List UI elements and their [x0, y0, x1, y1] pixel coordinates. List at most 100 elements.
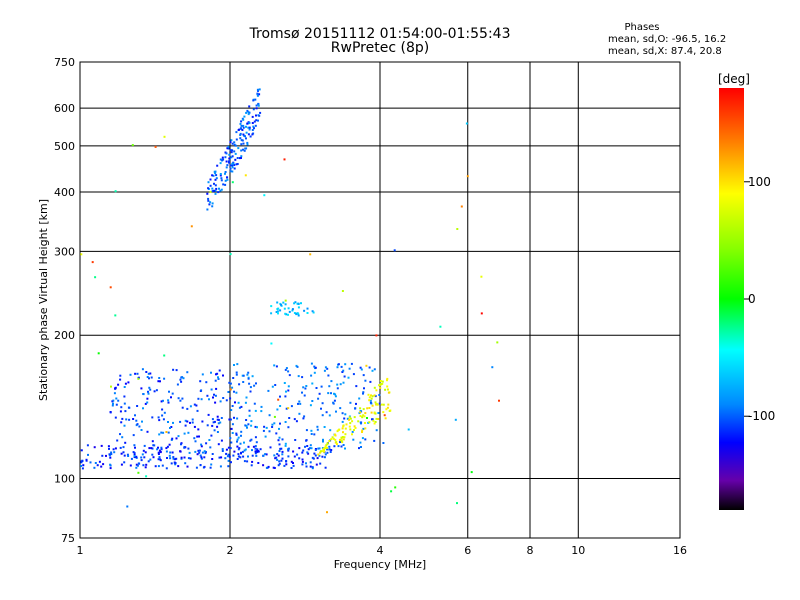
scatter-point [324, 445, 327, 448]
scatter-point [214, 401, 217, 404]
scatter-point [211, 190, 214, 193]
scatter-point [374, 395, 377, 398]
scatter-point [277, 464, 280, 467]
scatter-point [228, 418, 231, 421]
scatter-point [245, 111, 248, 114]
scatter-point [191, 418, 194, 421]
scatter-point [242, 142, 245, 145]
scatter-point [326, 511, 328, 514]
scatter-point [234, 158, 237, 161]
scatter-point [226, 178, 229, 181]
scatter-point [176, 383, 179, 386]
scatter-point [360, 446, 362, 448]
scatter-point [214, 394, 217, 397]
scatter-point [352, 373, 355, 376]
scatter-point [318, 447, 321, 450]
scatter-point [213, 189, 216, 192]
scatter-point [232, 162, 235, 165]
scatter-point [213, 393, 215, 396]
scatter-point [234, 401, 236, 404]
scatter-point [369, 399, 372, 402]
scatter-point [152, 456, 155, 459]
scatter-point [137, 471, 140, 474]
scatter-point [212, 174, 215, 177]
scatter-point [123, 395, 126, 398]
scatter-point [310, 433, 313, 435]
scatter-point [163, 354, 166, 357]
x-tick-label: 6 [464, 544, 471, 557]
scatter-point [110, 453, 113, 456]
scatter-point [180, 442, 183, 445]
scatter-point [297, 306, 300, 309]
scatter-point [303, 394, 306, 397]
scatter-point [283, 382, 286, 384]
scatter-point [162, 399, 164, 402]
scatter-point [348, 418, 350, 421]
scatter-point [240, 127, 242, 130]
scatter-point [314, 449, 317, 451]
scatter-point [460, 205, 463, 208]
scatter-point [335, 441, 338, 444]
scatter-point [211, 418, 214, 421]
scatter-point [123, 424, 126, 427]
phases-legend: Phases mean, sd,O: -96.5, 16.2 mean, sd,… [608, 22, 726, 57]
scatter-point [120, 421, 123, 424]
scatter-point [152, 444, 155, 447]
scatter-point [240, 149, 243, 152]
scatter-point [127, 381, 130, 384]
scatter-point [245, 419, 248, 421]
scatter-point [287, 449, 290, 452]
scatter-point [225, 152, 228, 155]
scatter-point [271, 426, 274, 428]
scatter-point [378, 402, 381, 405]
scatter-point [175, 437, 178, 440]
scatter-point [371, 404, 374, 407]
scatter-point [235, 433, 238, 436]
scatter-point [242, 133, 245, 136]
scatter-point [131, 144, 134, 147]
scatter-point [230, 427, 233, 430]
scatter-point [113, 451, 116, 454]
scatter-point [242, 118, 245, 121]
scatter-point [373, 394, 376, 397]
scatter-point [317, 447, 320, 450]
scatter-point [301, 376, 304, 379]
scatter-point [196, 453, 199, 456]
scatter-point [239, 134, 242, 136]
scatter-point [312, 311, 315, 314]
scatter-point [194, 440, 197, 443]
scatter-point [240, 120, 243, 123]
scatter-point [216, 415, 219, 418]
scatter-point [336, 383, 339, 386]
scatter-point [210, 388, 213, 391]
scatter-point [326, 446, 329, 449]
scatter-point [227, 145, 230, 148]
scatter-point [238, 157, 241, 160]
scatter-point [114, 447, 117, 450]
scatter-point [135, 419, 138, 422]
scatter-point [179, 399, 182, 402]
scatter-point [313, 452, 316, 455]
scatter-point [309, 404, 312, 407]
scatter-point [217, 418, 220, 421]
scatter-point [306, 445, 309, 447]
scatter-point [341, 420, 344, 423]
scatter-point [264, 435, 267, 438]
scatter-point [293, 302, 296, 305]
scatter-point [340, 436, 343, 439]
scatter-point [198, 449, 201, 452]
scatter-point [114, 190, 117, 193]
scatter-point [313, 433, 316, 436]
scatter-point [227, 147, 230, 150]
scatter-point [245, 147, 248, 150]
scatter-point [183, 446, 186, 448]
scatter-point [244, 135, 246, 138]
scatter-point [235, 373, 238, 376]
scatter-point [227, 446, 230, 449]
scatter-point [306, 451, 309, 454]
scatter-point [257, 103, 260, 106]
scatter-point [378, 384, 381, 387]
scatter-point [158, 456, 161, 459]
scatter-point [368, 407, 371, 409]
scatter-point [160, 448, 163, 451]
